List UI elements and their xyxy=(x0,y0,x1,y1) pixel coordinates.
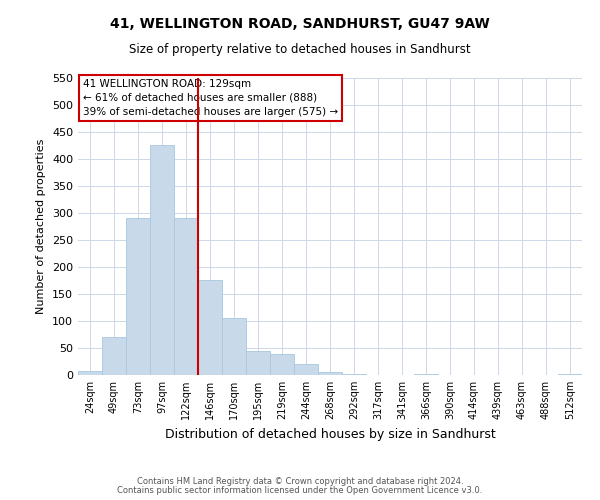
X-axis label: Distribution of detached houses by size in Sandhurst: Distribution of detached houses by size … xyxy=(164,428,496,440)
Bar xyxy=(174,218,198,375)
Bar xyxy=(246,351,270,375)
Bar xyxy=(318,372,342,375)
Text: 41, WELLINGTON ROAD, SANDHURST, GU47 9AW: 41, WELLINGTON ROAD, SANDHURST, GU47 9AW xyxy=(110,18,490,32)
Text: Size of property relative to detached houses in Sandhurst: Size of property relative to detached ho… xyxy=(129,42,471,56)
Y-axis label: Number of detached properties: Number of detached properties xyxy=(37,138,46,314)
Text: Contains HM Land Registry data © Crown copyright and database right 2024.: Contains HM Land Registry data © Crown c… xyxy=(137,477,463,486)
Text: 41 WELLINGTON ROAD: 129sqm
← 61% of detached houses are smaller (888)
39% of sem: 41 WELLINGTON ROAD: 129sqm ← 61% of deta… xyxy=(83,79,338,117)
Bar xyxy=(102,337,126,375)
Bar xyxy=(222,318,246,375)
Bar xyxy=(558,374,582,375)
Bar xyxy=(294,364,318,375)
Bar xyxy=(78,370,102,375)
Bar xyxy=(270,354,294,375)
Bar xyxy=(198,280,222,375)
Bar xyxy=(342,374,366,375)
Bar xyxy=(150,145,174,375)
Bar xyxy=(126,218,150,375)
Text: Contains public sector information licensed under the Open Government Licence v3: Contains public sector information licen… xyxy=(118,486,482,495)
Bar xyxy=(414,374,438,375)
